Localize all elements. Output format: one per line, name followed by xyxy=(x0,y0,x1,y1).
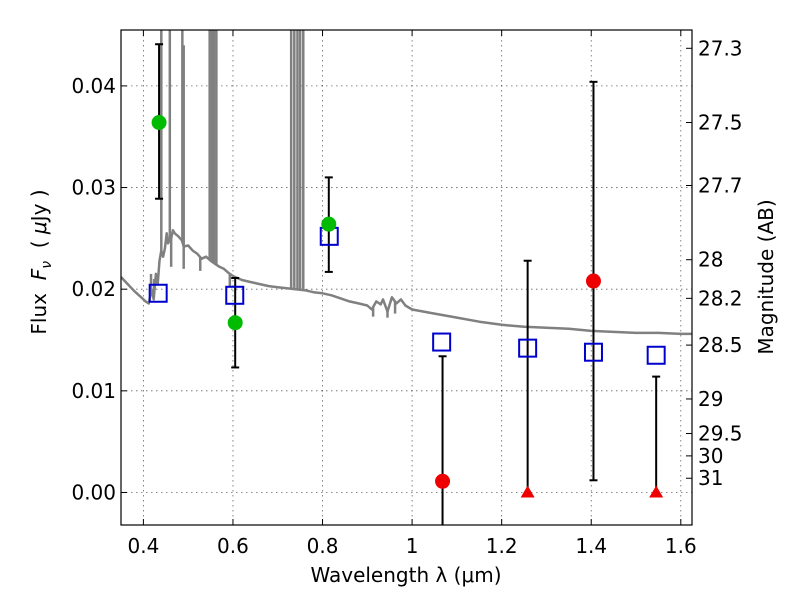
mag-tick-label: 28 xyxy=(698,248,723,272)
x-tick-label: 1.2 xyxy=(486,534,518,558)
y2-axis-label: Magnitude (AB) xyxy=(754,199,778,354)
model-flux-point xyxy=(148,283,168,303)
mag-tick-label: 27.5 xyxy=(698,110,743,134)
mag-tick-label: 29.5 xyxy=(698,422,743,446)
y-axis-label: Flux Fν ( μJy ) xyxy=(27,189,55,334)
plot-frame xyxy=(120,29,693,526)
model-flux-point xyxy=(432,332,452,352)
x-tick-label: 1.6 xyxy=(665,534,697,558)
x-axis-label: Wavelength λ (μm) xyxy=(310,563,501,587)
detection-point xyxy=(321,216,337,232)
low-signal-point xyxy=(435,473,451,489)
y-tick-label: 0.03 xyxy=(71,176,116,200)
x-tick-label: 0.6 xyxy=(217,534,249,558)
mag-tick-label: 28.2 xyxy=(698,286,743,310)
mag-tick-label: 31 xyxy=(698,466,723,490)
model-sed-line xyxy=(121,228,692,336)
x-tick-label: 1 xyxy=(406,534,419,558)
upper-limit-point xyxy=(520,485,535,498)
y-tick-label: 0.00 xyxy=(71,480,116,504)
upper-limit-point xyxy=(649,485,664,498)
detection-point xyxy=(227,315,243,331)
x-tick-label: 0.8 xyxy=(307,534,339,558)
grid xyxy=(121,30,692,525)
mag-tick-label: 27.3 xyxy=(698,36,743,60)
model-flux-point xyxy=(646,345,666,365)
detection-point xyxy=(151,114,167,130)
model-flux-point xyxy=(518,338,538,358)
mag-tick-label: 28.5 xyxy=(698,333,743,357)
plot-area xyxy=(121,30,692,525)
mag-tick-label: 30 xyxy=(698,444,723,468)
axes: 0.4 0.6 0.8 1 1.2 1.4 1.6 0.00 0.01 0.02 0.03 0.04 2… xyxy=(71,30,743,558)
mag-tick-label: 29 xyxy=(698,387,723,411)
x-tick-label: 0.4 xyxy=(127,534,159,558)
y-tick-label: 0.01 xyxy=(71,379,116,403)
model-flux-point xyxy=(583,342,603,362)
y-tick-label: 0.02 xyxy=(71,277,116,301)
mag-tick-label: 27.7 xyxy=(698,174,743,198)
y-tick-label: 0.04 xyxy=(71,74,116,98)
model-flux-point xyxy=(225,285,245,305)
x-tick-label: 1.4 xyxy=(575,534,607,558)
low-signal-point xyxy=(585,273,601,289)
